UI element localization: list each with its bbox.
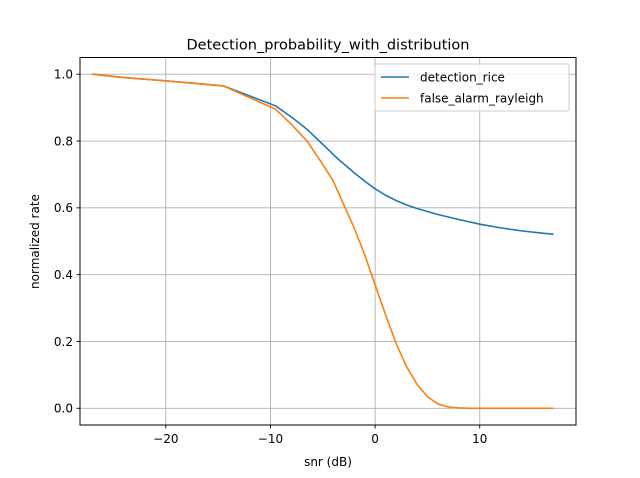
y-tick-label: 1.0: [54, 68, 73, 82]
axis-ticks: −20 −10 0 10 0.0 0.2 0.4 0.6 0.8 1.0: [54, 68, 487, 446]
y-axis-label: normalized rate: [28, 194, 42, 289]
y-tick-label: 0.0: [54, 402, 73, 416]
series-lines: [91, 73, 554, 410]
plot-frame: [79, 57, 577, 426]
series-line-false-alarm-rayleigh: [91, 73, 554, 410]
chart-title: Detection_probability_with_distribution: [187, 38, 470, 54]
x-axis-label: snr (dB): [304, 455, 352, 469]
x-tick-label: 10: [472, 432, 487, 446]
legend-label: false_alarm_rayleigh: [420, 91, 544, 105]
y-tick-label: 0.4: [54, 268, 73, 282]
legend-box: [374, 63, 570, 112]
x-tick-label: −10: [258, 432, 283, 446]
x-tick-label: −20: [153, 432, 178, 446]
y-tick-label: 0.8: [54, 134, 73, 148]
x-tick-label: 0: [371, 432, 379, 446]
y-tick-label: 0.6: [54, 201, 73, 215]
legend: detection_rice false_alarm_rayleigh: [374, 63, 570, 112]
y-tick-label: 0.2: [54, 335, 73, 349]
legend-label: detection_rice: [420, 70, 505, 84]
